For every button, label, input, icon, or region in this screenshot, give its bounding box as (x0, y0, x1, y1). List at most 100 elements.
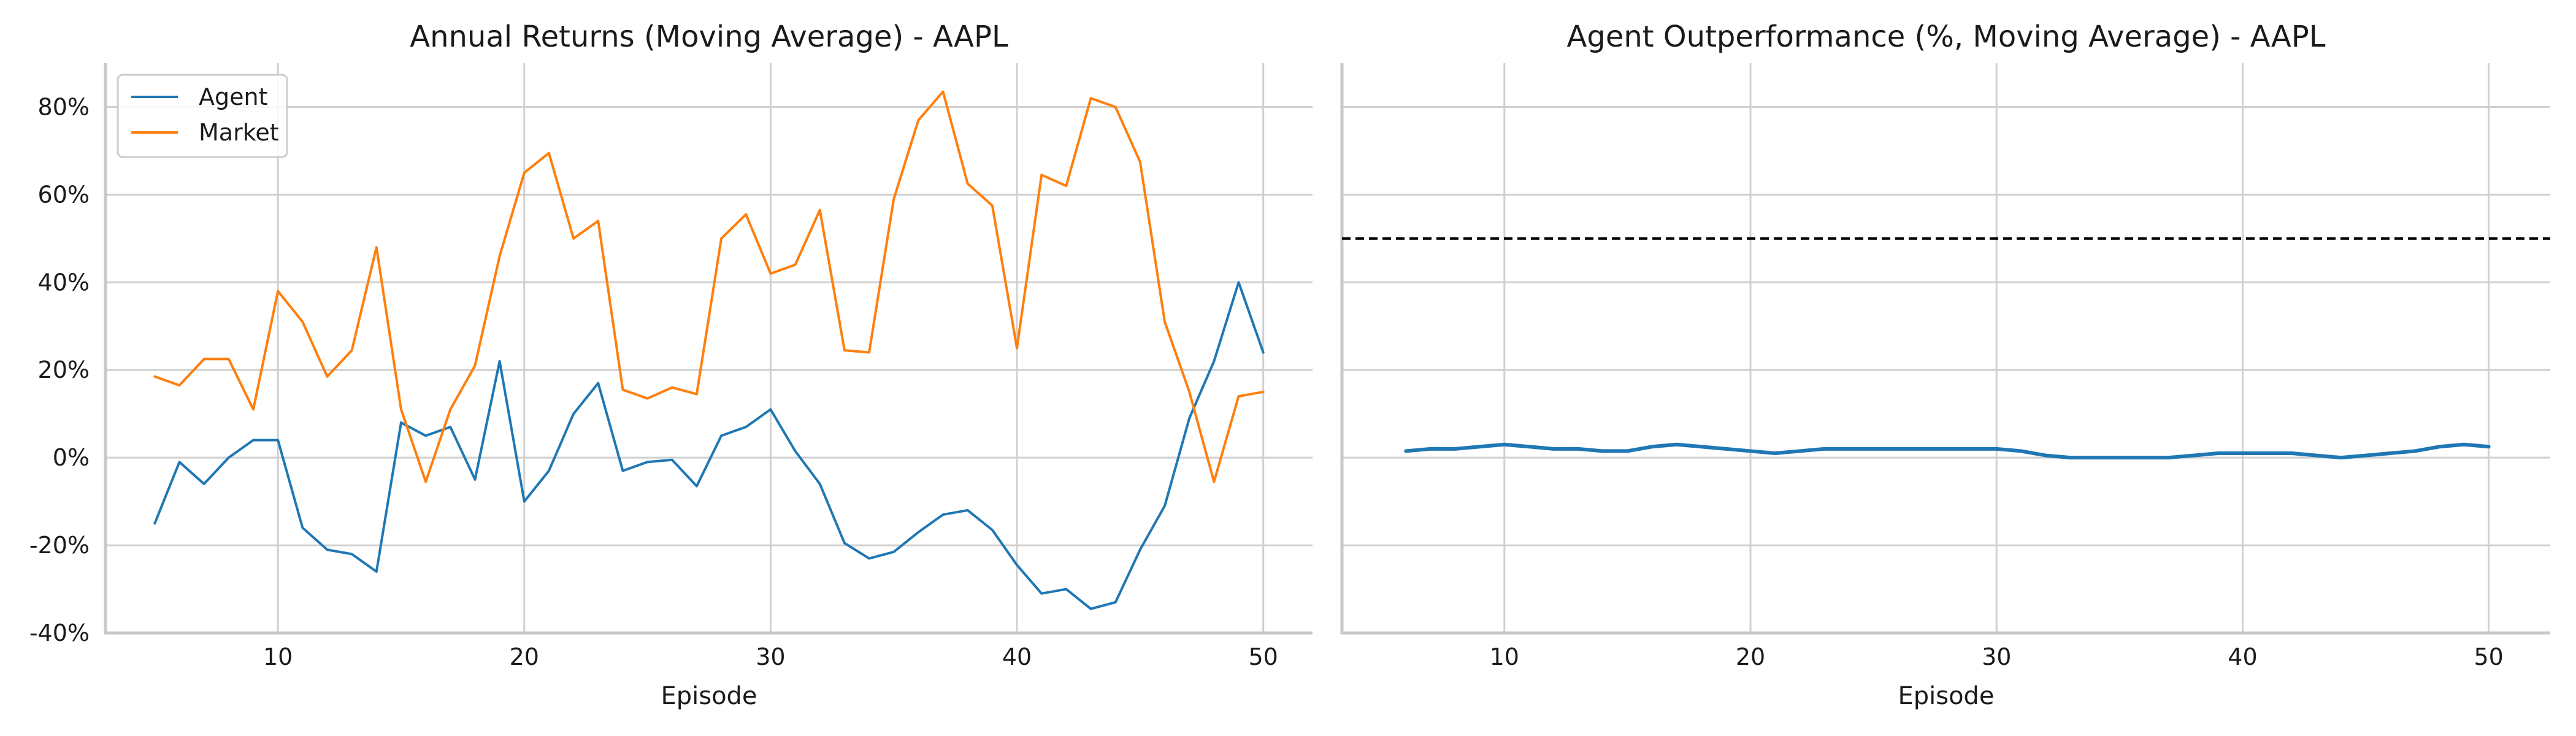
returns-market-point (867, 351, 871, 355)
returns-agent-point (794, 449, 797, 453)
outperformance-agent-outperformance-point (1945, 447, 1949, 451)
returns-market-point (1187, 390, 1191, 394)
returns-agent-point (350, 552, 354, 556)
returns-agent-point (1237, 280, 1241, 284)
outperformance-agent-outperformance-point (1921, 447, 1925, 451)
outperformance-agent-outperformance-point (1404, 449, 1408, 453)
returns-market-point (202, 357, 206, 361)
outperformance-agent-outperformance-point (1428, 447, 1432, 451)
returns-y-tick-label: 40% (38, 269, 90, 296)
returns-market-point (448, 408, 452, 412)
outperformance-agent-outperformance-point (1749, 449, 1752, 453)
returns-agent-point (1064, 588, 1068, 591)
outperformance-agent-outperformance-point (1798, 449, 1801, 453)
outperformance-agent-outperformance-point (2069, 456, 2072, 459)
returns-agent-point (769, 408, 772, 412)
returns-market-point (991, 204, 994, 207)
returns-market-point (523, 171, 526, 175)
returns-agent-point (498, 359, 502, 363)
returns-market-point (744, 213, 748, 217)
returns-x-tick-label: 50 (1248, 643, 1278, 670)
returns-market-point (473, 364, 477, 367)
outperformance-agent-outperformance-point (1527, 445, 1531, 448)
outperformance-agent-outperformance-point (2216, 451, 2220, 455)
outperformance-agent-outperformance-point (2413, 449, 2417, 453)
returns-agent-point (670, 458, 674, 462)
outperformance-agent-outperformance-point (2339, 456, 2343, 459)
returns-y-tick-label: 80% (38, 93, 90, 120)
outperformance-panel: 10 20 30 40 50 Agent Outperformance (%, Movin… (1340, 20, 2550, 710)
outperformance-agent-outperformance-line (1404, 442, 2491, 460)
legend-box (117, 74, 288, 158)
outperformance-x-tick-label: 50 (2474, 643, 2504, 670)
outperformance-agent-outperformance-point (1995, 447, 1998, 451)
returns-agent-point (424, 434, 427, 437)
returns-market-point (769, 272, 772, 275)
returns-market-point (843, 348, 846, 352)
returns-market-point (572, 237, 575, 240)
outperformance-agent-outperformance-point (2364, 454, 2367, 458)
annual-returns-panel: 10 20 30 40 50 -40% -20% 0% 20% 40% 60% 80% Annual R… (29, 20, 1313, 710)
returns-y-tick-label: 20% (38, 356, 90, 383)
outperformance-x-axis-label: Episode (1898, 682, 1994, 710)
returns-market-point (621, 388, 624, 391)
returns-market-point (670, 386, 674, 389)
returns-market-point (596, 219, 600, 223)
returns-x-tick-label: 30 (756, 643, 785, 670)
returns-market-point (1015, 347, 1019, 350)
returns-agent-point (1163, 504, 1167, 508)
returns-market-point (695, 393, 699, 396)
returns-agent-point (523, 500, 526, 504)
returns-market-point (966, 182, 970, 186)
outperformance-agent-outperformance-point (2241, 451, 2244, 455)
returns-market-point (892, 197, 895, 201)
returns-agent-point (719, 434, 723, 437)
returns-agent-point (843, 542, 846, 545)
returns-market-line (153, 90, 1265, 483)
returns-agent-point (892, 550, 895, 554)
returns-agent-point (1089, 607, 1093, 611)
returns-agent-point (966, 508, 970, 512)
outperformance-agent-outperformance-point (1503, 443, 1506, 447)
returns-x-axis-label: Episode (661, 682, 757, 710)
returns-agent-point (941, 513, 945, 516)
returns-market-point (301, 320, 304, 324)
returns-market-point (1138, 160, 1142, 164)
returns-agent-point (177, 460, 181, 464)
outperformance-agent-outperformance-point (1454, 447, 1457, 451)
outperformance-x-tick-label: 40 (2228, 643, 2257, 670)
outperformance-agent-outperformance-point (2290, 451, 2294, 455)
returns-market-point (1262, 390, 1265, 394)
returns-agent-point (621, 469, 624, 473)
returns-market-point (177, 383, 181, 387)
returns-agent-point (1187, 416, 1191, 420)
outperformance-agent-outperformance-point (1773, 451, 1777, 455)
outperformance-agent-outperformance-point (2463, 443, 2466, 447)
returns-agent-point (473, 478, 477, 481)
returns-agent-point (448, 425, 452, 429)
outperformance-agent-outperformance-point (2315, 454, 2318, 458)
returns-market-point (1163, 320, 1167, 324)
outperformance-agent-outperformance-point (2093, 456, 2097, 459)
outperformance-agent-outperformance-point (1896, 447, 1900, 451)
returns-agent-point (153, 521, 156, 525)
returns-agent-point (744, 425, 748, 429)
returns-y-tick-label: 0% (53, 444, 90, 471)
returns-agent-point (867, 557, 871, 561)
returns-agent-point (325, 548, 329, 551)
returns-market-point (399, 408, 403, 412)
returns-market-point (227, 357, 231, 361)
returns-agent-point (202, 482, 206, 486)
returns-x-tick-label: 40 (1002, 643, 1032, 670)
outperformance-agent-outperformance-point (1650, 445, 1654, 448)
returns-market-point (941, 90, 945, 93)
legend-market-label: Market (199, 119, 279, 146)
outperformance-agent-outperformance-point (2142, 456, 2146, 459)
returns-agent-point (227, 456, 231, 459)
outperformance-agent-outperformance-point (2487, 445, 2491, 448)
returns-agent-point (991, 528, 994, 532)
returns-x-tick-label: 10 (263, 643, 293, 670)
returns-market-point (498, 254, 502, 258)
returns-market-point (424, 480, 427, 483)
